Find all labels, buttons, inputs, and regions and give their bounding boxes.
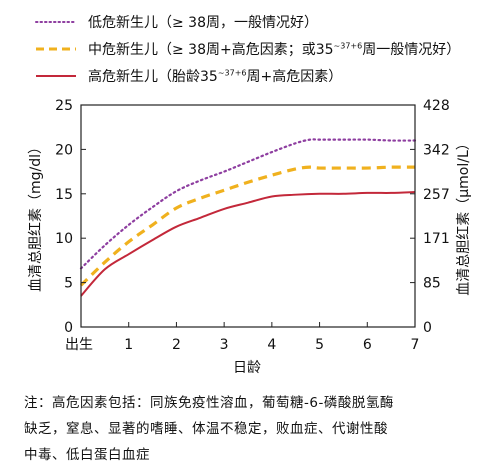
legend-swatch-medium-risk (36, 47, 76, 50)
footnote: 注：高危因素包括：同族免疫性溶血，葡萄糖-6-磷酸脱氢酶 缺乏，窒息、显著的嗜睡… (24, 390, 484, 468)
y-tick-label-right: 257 (423, 187, 450, 203)
y-tick-label-left: 5 (64, 276, 73, 292)
legend-label-high-risk: 高危新生儿（胎龄35~37+6周+高危因素） (88, 67, 343, 85)
legend-item-medium-risk: 中危新生儿（≥ 38周+高危因素；或35~37+6周一般情况好） (34, 35, 494, 62)
legend: 低危新生儿（≥ 38周，一般情况好） 中危新生儿（≥ 38周+高危因素；或35~… (34, 8, 494, 89)
footnote-line-3: 中毒、低白蛋白血症 (24, 447, 150, 463)
y-axis-title-left: 血清总胆红素（mg/dl） (28, 140, 44, 292)
y-tick-label-right: 428 (423, 98, 450, 114)
legend-label-low-risk: 低危新生儿（≥ 38周，一般情况好） (88, 14, 318, 31)
x-tick-label: 5 (315, 337, 324, 353)
legend-label-medium-risk: 中危新生儿（≥ 38周+高危因素；或35~37+6周一般情况好） (88, 40, 461, 58)
legend-item-high-risk: 高危新生儿（胎龄35~37+6周+高危因素） (34, 62, 494, 89)
y-tick-label-left: 25 (55, 98, 73, 114)
footnote-line-2: 缺乏，窒息、显著的嗜睡、体温不稳定，败血症、代谢性酸 (24, 421, 388, 437)
plot-frame (80, 104, 416, 328)
y-tick-label-right: 0 (423, 320, 432, 336)
y-tick-label-right: 171 (423, 231, 450, 247)
y-tick-label-left: 0 (64, 320, 73, 336)
y-tick-label-left: 10 (55, 231, 73, 247)
chart: 0 5 10 15 20 25 0 85 171 257 342 428 出生 1 2 3 4 5 6 7 血清总胆红… (28, 98, 472, 376)
x-tick-label: 3 (220, 337, 229, 353)
x-tick-label: 7 (411, 337, 420, 353)
y-tick-label-right: 342 (423, 142, 450, 158)
x-axis-title: 日龄 (233, 360, 261, 376)
x-tick-label: 1 (124, 337, 133, 353)
footnote-line-1: 注：高危因素包括：同族免疫性溶血，葡萄糖-6-磷酸脱氢酶 (24, 395, 394, 411)
y-tick-label-right: 85 (423, 276, 441, 292)
x-tick-label: 4 (267, 337, 276, 353)
legend-swatch-low-risk (35, 20, 77, 23)
legend-swatch-high-risk (36, 74, 76, 77)
x-tick-label: 2 (172, 337, 181, 353)
y-tick-label-left: 20 (55, 142, 73, 158)
y-tick-label-left: 15 (55, 187, 73, 203)
series-line-medium-risk (79, 165, 416, 287)
legend-item-low-risk: 低危新生儿（≥ 38周，一般情况好） (34, 8, 494, 35)
x-tick-label: 6 (363, 337, 372, 353)
y-axis-title-right: 血清总胆红素（μmol/L） (456, 136, 472, 296)
x-tick-label: 出生 (65, 337, 93, 353)
series-line-high-risk (80, 191, 416, 297)
series-line-low-risk (79, 138, 417, 270)
